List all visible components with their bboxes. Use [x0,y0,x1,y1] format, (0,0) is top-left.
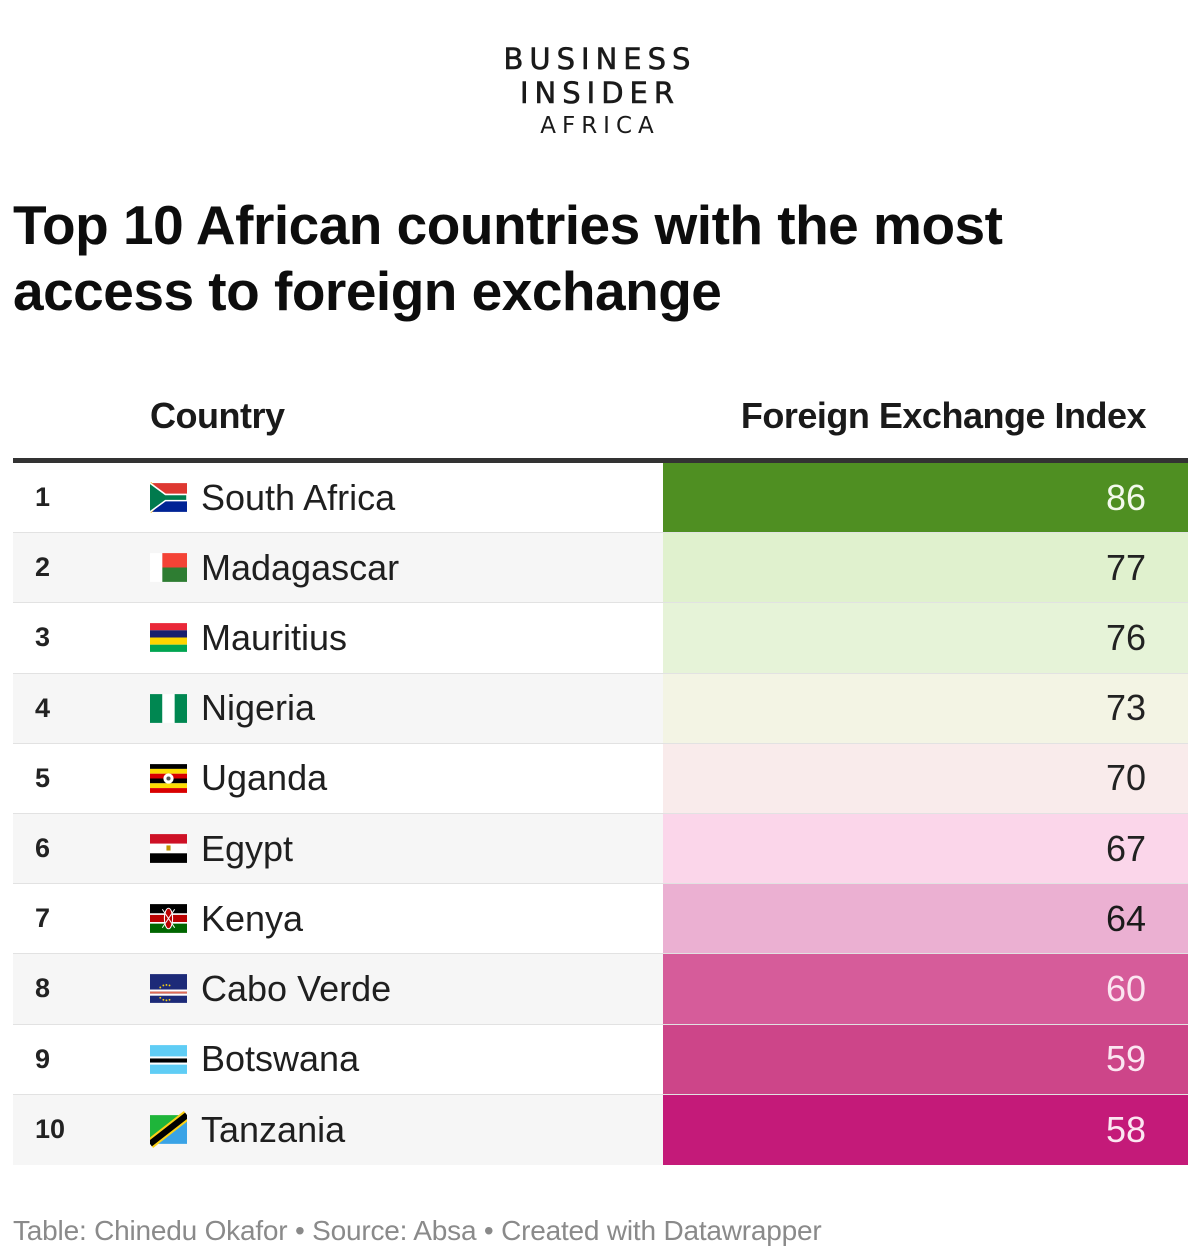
country-name: Cabo Verde [201,967,392,1009]
egypt-flag-icon [150,834,187,863]
logo-line-africa: AFRICA [540,113,660,139]
country-cell: Uganda [150,744,663,813]
rank-cell: 5 [35,762,51,793]
table-header: Country Foreign Exchange Index [13,385,1188,463]
index-value-cell: 60 [663,954,1188,1024]
logo-line-insider: INSIDER [519,76,680,111]
nigeria-flag-icon [150,693,187,723]
country-cell: Kenya [150,884,663,953]
index-value-cell: 58 [663,1094,1188,1165]
index-value-cell: 64 [663,884,1188,954]
country-name: Nigeria [201,687,316,729]
index-value-cell: 59 [663,1024,1188,1094]
uganda-flag-icon [150,763,187,793]
chart-title: Top 10 African countries with the most a… [13,194,1003,322]
table-row: 5 Uganda 70 [13,743,1188,814]
country-cell: Tanzania [150,1095,663,1165]
cabo-verde-flag-icon [150,974,187,1004]
index-value-cell: 86 [663,463,1188,533]
country-name: Botswana [201,1038,360,1080]
kenya-flag-icon [150,904,187,934]
table-row: 7 Kenya 64 [13,884,1188,955]
rank-cell: 10 [35,1114,66,1145]
country-name: Mauritius [201,616,348,658]
country-cell: Cabo Verde [150,954,663,1023]
column-header-country: Country [150,395,285,436]
country-name: Uganda [201,757,328,799]
country-name: Egypt [201,827,294,869]
table-row: 8 Cabo Verde 60 [13,954,1188,1025]
table-row: 1 South Africa 86 [13,463,1188,534]
table-row: 9 Botswana 59 [13,1024,1188,1095]
mauritius-flag-icon [150,623,187,653]
table-body: 1 South Africa 86 2 [13,463,1188,1165]
data-table: Country Foreign Exchange Index 1 South A… [13,385,1188,1165]
country-cell: Nigeria [150,674,663,743]
rank-cell: 7 [35,903,51,934]
rank-cell: 8 [35,973,51,1004]
column-header-index: Foreign Exchange Index [740,395,1147,436]
index-value-cell: 73 [663,673,1188,743]
country-name: Madagascar [201,546,400,588]
index-value-cell: 70 [663,743,1188,813]
rank-cell: 4 [35,692,51,723]
country-name: South Africa [201,476,396,518]
logo-line-business: BUSINESS [503,42,697,77]
rank-cell: 9 [35,1043,51,1074]
south-africa-flag-icon [150,482,187,514]
country-cell: Egypt [150,814,663,883]
table-row: 6 Egypt 67 [13,813,1188,885]
madagascar-flag-icon [150,553,187,583]
table-row: 10 Tanzania 58 [13,1094,1188,1165]
country-cell: Botswana [150,1025,663,1094]
country-cell: South Africa [150,463,663,532]
table-row: 2 Madagascar 77 [13,533,1188,604]
tanzania-flag-icon [150,1111,187,1149]
country-cell: Mauritius [150,603,663,672]
rank-cell: 1 [35,482,51,513]
table-row: 3 Mauritius 76 [13,603,1188,674]
rank-cell: 3 [35,622,51,653]
country-name: Tanzania [201,1108,346,1150]
table-row: 4 Nigeria 73 [13,673,1188,744]
rank-cell: 2 [35,552,51,583]
country-name: Kenya [201,897,304,939]
source-footer: Table: Chinedu Okafor • Source: Absa • C… [13,1215,822,1246]
botswana-flag-icon [150,1044,187,1074]
rank-cell: 6 [35,833,51,864]
country-cell: Madagascar [150,533,663,602]
index-value-cell: 67 [663,813,1188,884]
business-insider-africa-logo: BUSINESS INSIDER AFRICA [0,42,1200,142]
index-value-cell: 77 [663,533,1188,603]
index-value-cell: 76 [663,603,1188,673]
